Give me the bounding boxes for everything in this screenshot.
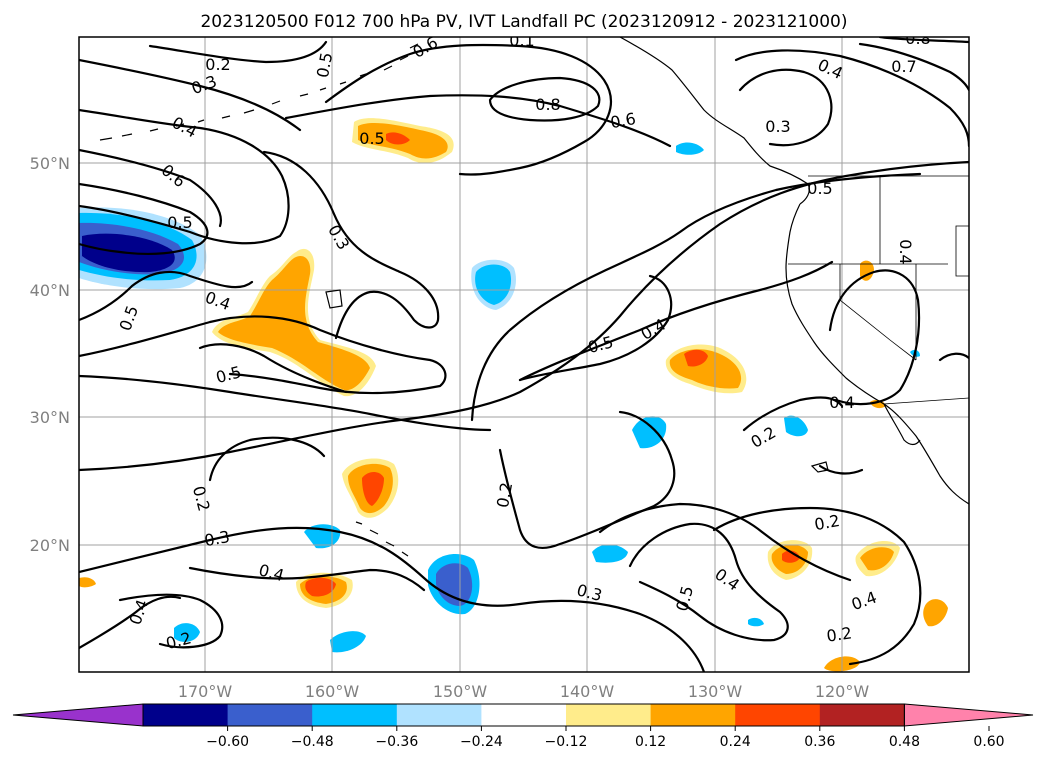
lon-label-130w: 130°W: [688, 682, 743, 701]
contour-label: 0.2: [205, 55, 230, 74]
contour-label: 0.4: [829, 393, 854, 412]
contour-label: 0.5: [807, 179, 832, 198]
colorbar-tick-label: 0.24: [720, 734, 751, 750]
colorbar-tick-label: 0.12: [635, 734, 666, 750]
colorbar-tick-label: −0.60: [206, 734, 249, 750]
lat-label-30n: 30°N: [30, 408, 70, 427]
latitude-labels: 50°N 40°N 30°N 20°N: [30, 154, 70, 555]
colorbar-extend-high: [904, 704, 1033, 726]
colorbar-cell: [820, 704, 905, 726]
contour-label: 0.5: [359, 129, 384, 148]
colorbar-cell: [397, 704, 482, 726]
colorbar-cell: [481, 704, 566, 726]
pv-ivt-map: 2023120500 F012 700 hPa PV, IVT Landfall…: [0, 0, 1047, 765]
map-background: [79, 37, 969, 672]
colorbar-cell: [735, 704, 820, 726]
lon-label-120w: 120°W: [815, 682, 870, 701]
colorbar-cells: [13, 704, 1033, 726]
colorbar-cell: [143, 704, 228, 726]
colorbar-cell: [651, 704, 736, 726]
lat-label-20n: 20°N: [30, 536, 70, 555]
lon-label-140w: 140°W: [560, 682, 615, 701]
colorbar-tick-label: −0.48: [291, 734, 334, 750]
contour-label: 0.1: [509, 31, 534, 50]
longitude-labels: 170°W 160°W 150°W 140°W 130°W 120°W: [178, 682, 870, 701]
contour-label: 0.8: [535, 95, 560, 114]
lat-label-50n: 50°N: [30, 154, 70, 173]
map-title: 2023120500 F012 700 hPa PV, IVT Landfall…: [200, 12, 847, 32]
colorbar-tick-label: 0.60: [973, 734, 1004, 750]
colorbar-tick-label: −0.24: [460, 734, 503, 750]
colorbar-extend-low: [13, 704, 143, 726]
contour-label: 0.7: [891, 57, 916, 76]
colorbar-tick-label: 0.48: [889, 734, 920, 750]
colorbar-cell: [312, 704, 397, 726]
contour-label: 0.2: [825, 623, 853, 645]
colorbar-cell: [228, 704, 313, 726]
colorbar-tick-label: −0.12: [545, 734, 588, 750]
lon-label-170w: 170°W: [178, 682, 233, 701]
contour-label: 0.3: [765, 117, 790, 136]
lon-label-160w: 160°W: [305, 682, 360, 701]
contour-label: 0.8: [905, 29, 930, 48]
contour-label: 0.5: [167, 213, 192, 232]
colorbar-tick-label: −0.36: [375, 734, 418, 750]
colorbar: −0.60 −0.48 −0.36 −0.24 −0.12 0.12 0.24 0.36 0.4…: [13, 704, 1033, 750]
lat-label-40n: 40°N: [30, 281, 70, 300]
colorbar-tick-label: 0.36: [804, 734, 835, 750]
contour-label: 0.4: [896, 239, 915, 264]
colorbar-cell: [566, 704, 651, 726]
colorbar-ticks: −0.60 −0.48 −0.36 −0.24 −0.12 0.12 0.24 0.36 0.4…: [206, 726, 1004, 750]
lon-label-150w: 150°W: [433, 682, 488, 701]
